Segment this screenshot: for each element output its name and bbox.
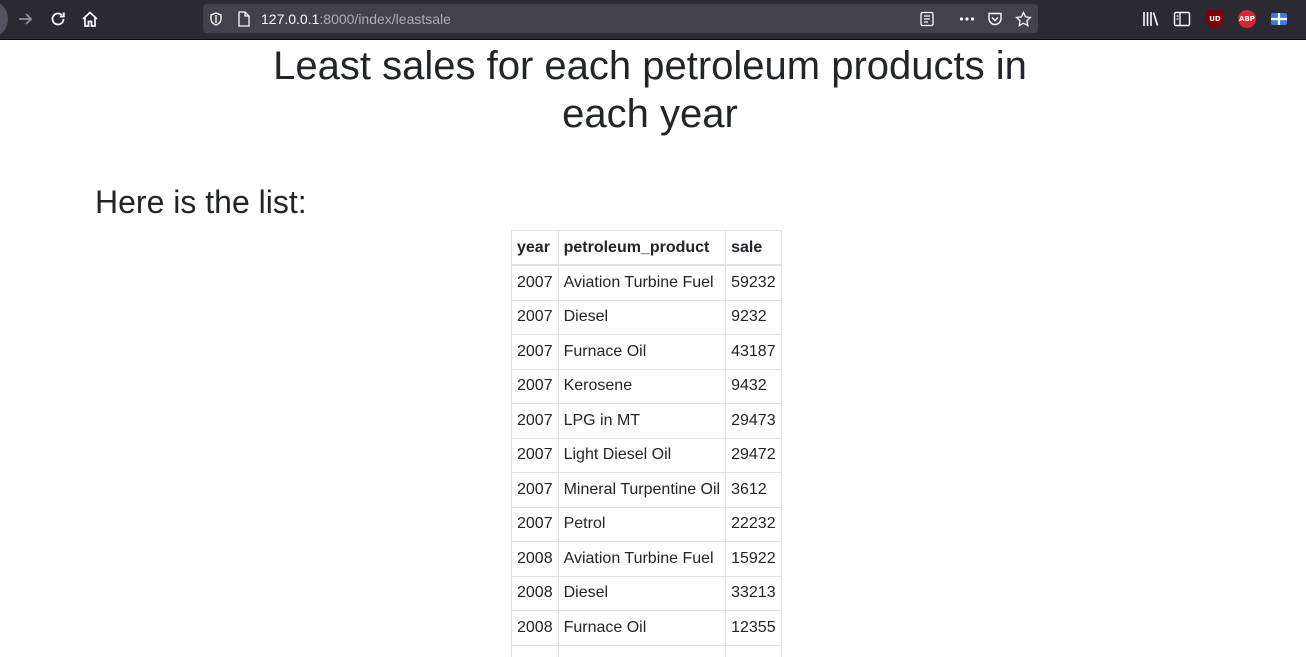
table-row: 2007 Light Diesel Oil 29472 (511, 437, 782, 473)
cell-year: 2008 (511, 575, 559, 611)
cell-sale: 9432 (725, 368, 782, 404)
column-header-sale: sale (725, 230, 782, 266)
table-row: 2008 Diesel 33213 (511, 575, 782, 611)
ublock-label: UD (1209, 15, 1221, 23)
cell-year: 2007 (511, 437, 559, 473)
cell-sale: 29473 (725, 403, 782, 439)
url-host: 127.0.0.1 (261, 11, 320, 27)
browser-toolbar: 127.0.0.1:8000/index/leastsale UD ABP (0, 0, 1306, 40)
table-row: 2007 Diesel 9232 (511, 299, 782, 335)
reader-view-icon[interactable] (918, 10, 936, 28)
table-row: 2007 Petrol 22232 (511, 506, 782, 542)
cell-year: 2007 (511, 403, 559, 439)
cell-year: 2008 (511, 610, 559, 646)
table-row: 2007 Furnace Oil 43187 (511, 334, 782, 370)
cell-sale (725, 644, 782, 657)
cell-petroleum-product: Aviation Turbine Fuel (557, 541, 727, 577)
pocket-icon[interactable] (986, 10, 1004, 28)
table-row (511, 644, 782, 657)
home-button[interactable] (76, 6, 104, 32)
table-row: 2007 Kerosene 9432 (511, 368, 782, 404)
arrow-right-icon (17, 10, 35, 28)
url-bar[interactable]: 127.0.0.1:8000/index/leastsale (203, 4, 1038, 33)
table-row: 2007 LPG in MT 29473 (511, 403, 782, 439)
reload-button[interactable] (44, 6, 72, 32)
cell-year: 2007 (511, 334, 559, 370)
bookmark-star-icon[interactable] (1014, 10, 1032, 28)
adblock-plus-label: ABP (1239, 15, 1255, 23)
cell-sale: 59232 (725, 264, 782, 301)
more-actions-icon[interactable] (958, 10, 976, 28)
home-icon (81, 10, 99, 28)
page-content: Least sales for each petroleum products … (0, 40, 1306, 657)
cell-petroleum-product: Light Diesel Oil (557, 437, 727, 473)
cell-year (511, 644, 559, 657)
cell-petroleum-product: Furnace Oil (557, 610, 727, 646)
back-button[interactable] (0, 2, 8, 36)
cell-petroleum-product: Mineral Turpentine Oil (557, 472, 727, 508)
table-row: 2008 Furnace Oil 12355 (511, 610, 782, 646)
table-row: 2007 Mineral Turpentine Oil 3612 (511, 472, 782, 508)
table-header-row: year petroleum_product sale (511, 230, 782, 266)
cell-petroleum-product (557, 644, 727, 657)
cell-sale: 22232 (725, 506, 782, 542)
url-text[interactable]: 127.0.0.1:8000/index/leastsale (261, 11, 451, 27)
cell-year: 2008 (511, 541, 559, 577)
forward-button[interactable] (12, 6, 40, 32)
cell-year: 2007 (511, 264, 559, 301)
list-heading: Here is the list: (95, 184, 307, 220)
cell-petroleum-product: Petrol (557, 506, 727, 542)
table-row: 2007 Aviation Turbine Fuel 59232 (511, 264, 782, 301)
page-icon[interactable] (235, 10, 253, 28)
adblock-plus-icon[interactable]: ABP (1238, 10, 1256, 28)
extension-button[interactable] (1265, 6, 1293, 32)
cell-year: 2007 (511, 368, 559, 404)
library-button[interactable] (1137, 6, 1165, 32)
table-row: 2008 Aviation Turbine Fuel 15922 (511, 541, 782, 577)
sales-table: year petroleum_product sale 2007 Aviation… (511, 230, 782, 657)
cell-year: 2007 (511, 472, 559, 508)
column-header-petroleum-product: petroleum_product (557, 230, 727, 266)
flag-extension-icon (1270, 10, 1288, 28)
cell-petroleum-product: Furnace Oil (557, 334, 727, 370)
cell-year: 2007 (511, 299, 559, 335)
page-title: Least sales for each petroleum products … (273, 44, 1027, 136)
shield-icon[interactable] (207, 10, 225, 28)
cell-sale: 9232 (725, 299, 782, 335)
cell-sale: 3612 (725, 472, 782, 508)
library-icon (1142, 10, 1160, 28)
sidebar-icon (1173, 10, 1191, 28)
cell-petroleum-product: Diesel (557, 299, 727, 335)
column-header-year: year (511, 230, 559, 266)
cell-sale: 15922 (725, 541, 782, 577)
cell-sale: 12355 (725, 610, 782, 646)
cell-petroleum-product: Aviation Turbine Fuel (557, 264, 727, 301)
reload-icon (49, 10, 67, 28)
cell-petroleum-product: Kerosene (557, 368, 727, 404)
url-path: :8000/index/leastsale (319, 11, 451, 27)
ublock-icon[interactable]: UD (1206, 10, 1224, 28)
table-body: 2007 Aviation Turbine Fuel 59232 2007 Diesel… (511, 264, 782, 657)
cell-sale: 33213 (725, 575, 782, 611)
sidebar-button[interactable] (1168, 6, 1196, 32)
cell-year: 2007 (511, 506, 559, 542)
cell-petroleum-product: Diesel (557, 575, 727, 611)
cell-sale: 43187 (725, 334, 782, 370)
cell-petroleum-product: LPG in MT (557, 403, 727, 439)
cell-sale: 29472 (725, 437, 782, 473)
